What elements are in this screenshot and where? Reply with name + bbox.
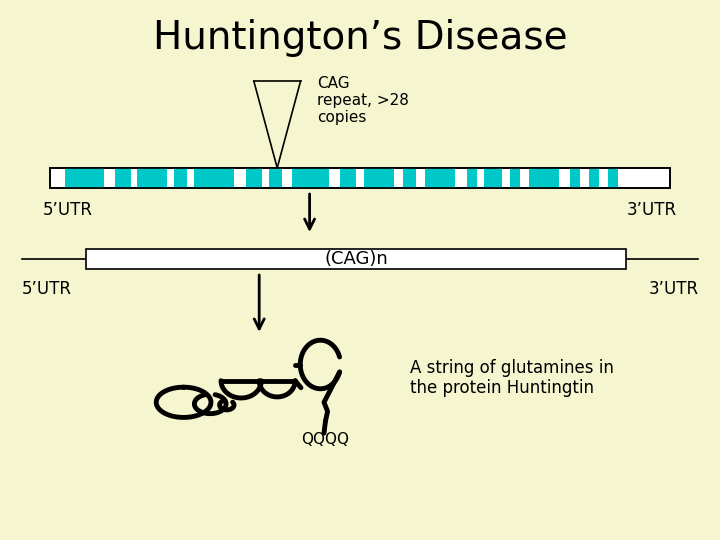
Bar bbox=[115, 168, 131, 188]
Bar bbox=[50, 168, 670, 188]
Bar bbox=[364, 168, 394, 188]
Text: 5’UTR: 5’UTR bbox=[43, 201, 93, 219]
Bar bbox=[510, 168, 520, 188]
Bar bbox=[137, 168, 167, 188]
Bar bbox=[608, 168, 618, 188]
Bar bbox=[269, 168, 282, 188]
Bar bbox=[86, 249, 626, 269]
Text: 3’UTR: 3’UTR bbox=[626, 201, 677, 219]
Bar bbox=[194, 168, 234, 188]
Bar bbox=[246, 168, 262, 188]
Bar bbox=[570, 168, 580, 188]
Text: Huntington’s Disease: Huntington’s Disease bbox=[153, 19, 567, 57]
Text: 3’UTR: 3’UTR bbox=[648, 280, 698, 298]
Bar bbox=[50, 168, 670, 188]
Bar bbox=[589, 168, 599, 188]
Bar bbox=[425, 168, 455, 188]
Bar bbox=[467, 168, 477, 188]
Bar bbox=[484, 168, 502, 188]
Bar bbox=[292, 168, 329, 188]
Bar bbox=[340, 168, 356, 188]
Text: QQQQ: QQQQ bbox=[302, 432, 349, 447]
Text: A string of glutamines in
the protein Huntingtin: A string of glutamines in the protein Hu… bbox=[410, 359, 614, 397]
Bar bbox=[403, 168, 416, 188]
Bar bbox=[529, 168, 559, 188]
Bar bbox=[174, 168, 187, 188]
Bar bbox=[65, 168, 104, 188]
Text: (CAG)n: (CAG)n bbox=[325, 250, 388, 268]
Text: 5’UTR: 5’UTR bbox=[22, 280, 71, 298]
Text: CAG
repeat, >28
copies: CAG repeat, >28 copies bbox=[317, 76, 409, 125]
